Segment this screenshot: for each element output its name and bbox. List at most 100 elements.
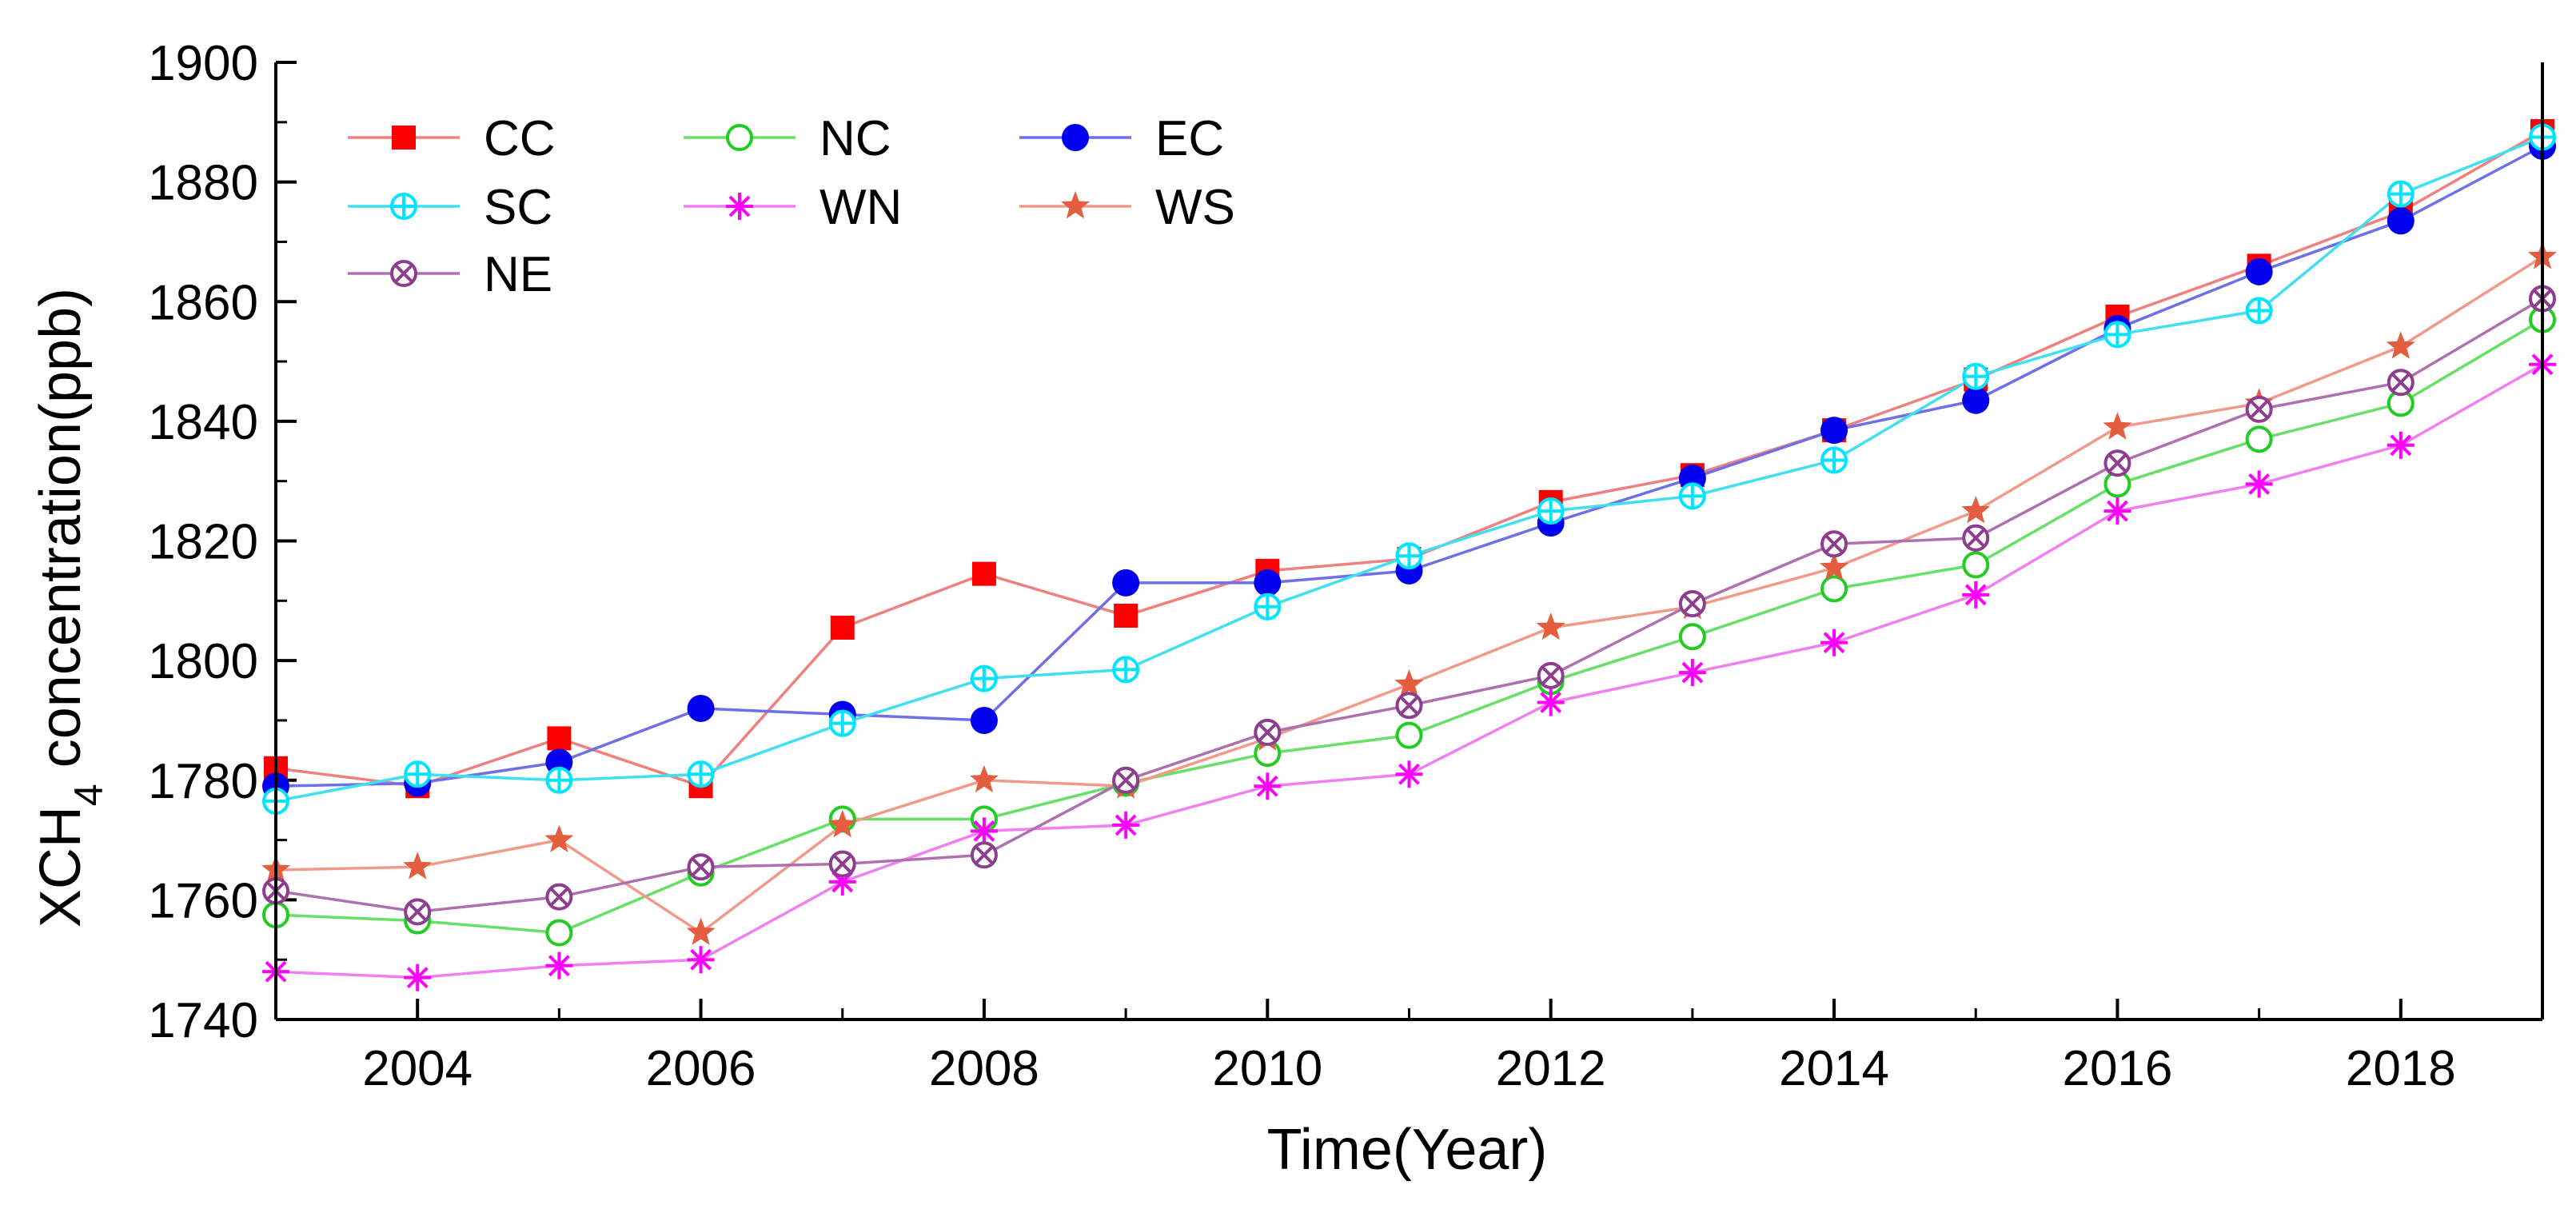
point-ws <box>1536 612 1565 640</box>
point-ne <box>828 850 856 878</box>
point-ne <box>1254 718 1282 746</box>
point-cc <box>1114 604 1138 628</box>
point-ws <box>827 809 857 838</box>
legend: CC NC EC SC WN WS NE <box>348 111 1235 302</box>
point-ec <box>970 706 998 734</box>
point-ne <box>545 883 573 911</box>
point-ws <box>2103 412 2132 440</box>
legend-label-cc: CC <box>484 111 556 166</box>
point-wn <box>545 952 573 980</box>
point-sc <box>1112 656 1140 684</box>
x-tick-label: 2008 <box>929 1041 1039 1096</box>
y-axis-title-main: XCH <box>29 806 93 928</box>
point-ec <box>1962 386 1990 414</box>
y-tick-label: 1760 <box>148 873 258 928</box>
y-tick-label: 1860 <box>148 275 258 330</box>
point-nc <box>545 919 573 947</box>
x-tick-label: 2014 <box>1779 1041 1889 1096</box>
point-nc <box>1820 575 1848 603</box>
legend-marker-nc <box>726 124 753 151</box>
point-nc <box>1395 721 1423 749</box>
x-tick-label: 2016 <box>2062 1041 2172 1096</box>
point-sc <box>1254 593 1282 620</box>
legend-marker-cc <box>392 126 416 150</box>
legend-label-wn: WN <box>819 180 902 235</box>
point-wn <box>1112 811 1140 839</box>
point-wn <box>404 964 432 992</box>
point-ec <box>1112 569 1140 597</box>
point-sc <box>687 760 715 788</box>
point-ws <box>1961 496 1991 524</box>
series-markers <box>261 119 2558 992</box>
legend-label-nc: NC <box>819 111 891 166</box>
point-ne <box>1537 661 1565 689</box>
point-sc <box>545 766 573 794</box>
point-ne <box>404 898 432 926</box>
x-tick-label: 2010 <box>1212 1041 1322 1096</box>
point-nc <box>1962 551 1990 579</box>
y-tick-label: 1840 <box>148 395 258 450</box>
point-ne <box>2387 369 2415 397</box>
legend-item-ws: WS <box>1019 180 1235 235</box>
y-tick-label: 1740 <box>148 993 258 1048</box>
point-ws <box>686 917 716 945</box>
point-ne <box>1112 766 1140 794</box>
point-ne <box>1962 524 1990 552</box>
point-ws <box>1394 669 1424 697</box>
point-wn <box>1820 628 1848 656</box>
point-sc <box>404 760 432 788</box>
point-sc <box>1395 542 1423 570</box>
legend-item-nc: NC <box>684 111 891 166</box>
legend-marker-ws <box>1060 191 1091 219</box>
point-sc <box>828 709 856 737</box>
x-tick-label: 2004 <box>362 1041 473 1096</box>
x-tick-label: 2012 <box>1496 1041 1606 1096</box>
legend-marker-sc <box>390 193 417 220</box>
x-tick-label: 2006 <box>646 1041 756 1096</box>
point-wn <box>1678 659 1706 687</box>
point-wn <box>1254 772 1282 800</box>
point-ws <box>1820 553 1849 581</box>
y-axis-title-subscript: 4 <box>66 784 111 806</box>
legend-item-ne: NE <box>348 247 552 302</box>
point-wn <box>687 946 715 974</box>
legend-label-ws: WS <box>1155 180 1235 235</box>
point-ws <box>544 824 574 852</box>
tick-group <box>274 61 2544 1021</box>
legend-label-sc: SC <box>484 180 552 235</box>
point-wn <box>1537 688 1565 716</box>
tick-labels: 1740 1760 1780 1800 1820 1840 1860 1880 1900 2004… <box>148 36 2456 1096</box>
point-wn <box>1962 581 1990 608</box>
point-sc <box>1962 362 1990 390</box>
point-sc <box>2245 297 2273 325</box>
y-tick-label: 1900 <box>148 36 258 91</box>
point-ec <box>2387 207 2415 235</box>
legend-marker-ec <box>1062 124 1089 151</box>
y-tick-label: 1780 <box>148 754 258 809</box>
point-sc <box>970 664 998 692</box>
legend-marker-wn <box>726 193 753 220</box>
point-ec <box>1820 417 1848 445</box>
point-ne <box>1395 692 1423 720</box>
point-ne <box>1820 530 1848 558</box>
legend-item-cc: CC <box>348 111 556 166</box>
legend-item-wn: WN <box>684 180 902 235</box>
point-ec <box>2245 257 2273 285</box>
point-wn <box>2103 497 2131 525</box>
legend-item-sc: SC <box>348 180 552 235</box>
point-ec <box>1254 569 1282 597</box>
legend-label-ne: NE <box>484 247 552 302</box>
x-tick-label: 2018 <box>2346 1041 2456 1096</box>
point-nc <box>1678 623 1706 651</box>
x-axis-title: Time(Year) <box>1267 1118 1548 1182</box>
point-cc <box>971 561 996 586</box>
point-sc <box>1678 482 1706 510</box>
point-wn <box>2387 431 2415 459</box>
point-wn <box>2245 470 2273 498</box>
legend-label-ec: EC <box>1155 111 1224 166</box>
point-ne <box>687 853 715 881</box>
point-ec <box>687 694 715 722</box>
point-ws <box>403 852 433 880</box>
